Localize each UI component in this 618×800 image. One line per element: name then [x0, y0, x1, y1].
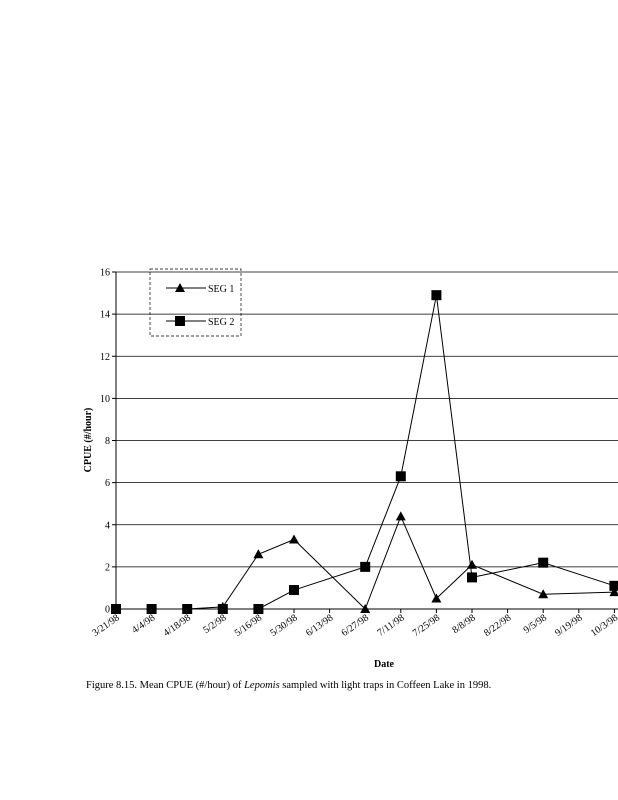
y-tick-label: 8	[105, 436, 110, 447]
data-point	[395, 511, 406, 521]
y-tick-label: 2	[105, 562, 110, 573]
data-point	[538, 557, 549, 568]
caption-italic: Lepomis	[244, 680, 280, 691]
y-tick-label: 10	[100, 394, 110, 405]
x-tick-label: 4/4/98	[130, 612, 157, 636]
x-tick-label: 7/11/98	[375, 612, 406, 638]
caption-text: sampled with light traps in Coffeen Lake…	[279, 680, 492, 691]
x-tick-label: 4/18/98	[162, 612, 193, 639]
data-point	[609, 587, 618, 597]
x-tick-label: 5/16/98	[233, 612, 264, 639]
x-tick-label: 3/21/98	[90, 612, 121, 639]
series-line	[116, 295, 615, 610]
x-tick-label: 8/8/98	[450, 612, 477, 636]
y-tick-label: 16	[100, 268, 110, 279]
data-point	[609, 580, 618, 591]
data-point	[538, 589, 549, 599]
x-axis-label: Date	[374, 659, 395, 670]
data-point	[467, 572, 477, 583]
data-point	[175, 283, 185, 292]
y-tick-label: 14	[100, 310, 110, 321]
caption-text: Figure 8.15. Mean CPUE (#/hour) of	[86, 680, 245, 691]
caption: Figure 8.15. Mean CPUE (#/hour) of Lepom…	[86, 680, 491, 691]
x-tick-label: 6/27/98	[340, 612, 371, 639]
x-tick-label: 9/19/98	[553, 612, 584, 639]
x-tick-label: 6/13/98	[304, 612, 335, 639]
data-point	[289, 534, 299, 544]
y-tick-label: 4	[105, 520, 110, 531]
data-point	[431, 290, 442, 301]
data-point	[467, 559, 477, 569]
data-point	[146, 604, 157, 614]
data-point	[431, 593, 442, 603]
y-tick-label: 12	[100, 352, 110, 363]
data-point	[182, 604, 193, 614]
data-point	[217, 604, 228, 614]
data-point	[253, 604, 264, 614]
legend-label: SEG 1	[208, 284, 234, 295]
x-tick-label: 10/3/98	[589, 612, 618, 639]
x-tick-label: 5/2/98	[201, 612, 228, 636]
data-point	[289, 585, 299, 596]
y-tick-label: 0	[105, 605, 110, 616]
x-tick-label: 7/25/98	[411, 612, 442, 639]
legend-label: SEG 2	[208, 317, 234, 328]
data-point	[360, 561, 371, 572]
data-point	[111, 604, 121, 614]
data-point	[175, 316, 185, 326]
x-tick-label: 8/22/98	[482, 612, 513, 639]
y-tick-label: 6	[105, 478, 110, 489]
y-axis-label: CPUE (#/hour)	[83, 408, 94, 473]
x-tick-label: 9/5/98	[522, 612, 549, 636]
data-point	[253, 549, 264, 559]
data-point	[360, 604, 371, 613]
x-tick-label: 5/30/98	[268, 612, 299, 639]
legend-box	[149, 268, 242, 337]
data-point	[395, 471, 406, 482]
